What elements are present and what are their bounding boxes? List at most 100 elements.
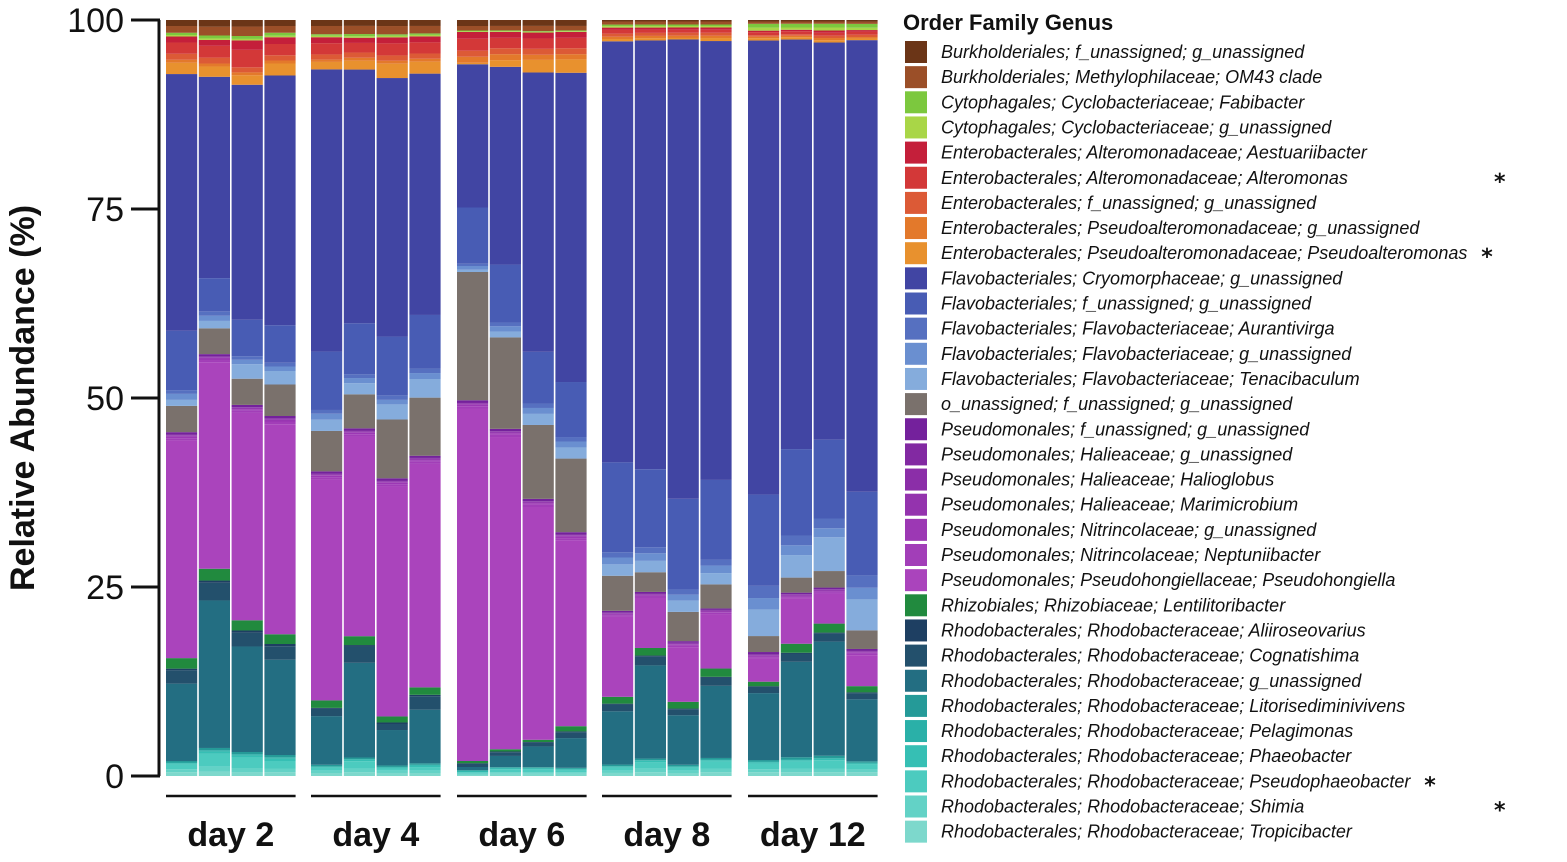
bar-segment: [522, 32, 554, 39]
bar-segment: [846, 599, 878, 631]
bar-segment: [700, 761, 732, 769]
legend-swatch: [905, 468, 927, 491]
bar-segment: [231, 49, 263, 68]
legend-swatch: [905, 91, 927, 114]
legend-swatch: [905, 644, 927, 667]
legend-label: Enterobacterales; f_unassigned; g_unassi…: [941, 193, 1317, 213]
bar-segment: [602, 36, 634, 40]
legend-star-marker: *: [1481, 245, 1493, 270]
bar-segment: [198, 357, 230, 358]
bar-segment: [634, 656, 666, 666]
legend-label: Flavobacteriales; Flavobacteriaceae; Aur…: [941, 319, 1335, 339]
bar-segment: [846, 692, 878, 694]
bar-segment: [748, 681, 780, 687]
bar-segment: [198, 766, 230, 772]
bar-segment: [602, 21, 634, 25]
bar-segment: [264, 371, 296, 385]
bar-segment: [231, 75, 263, 85]
legend-title: Order Family Genus: [903, 10, 1113, 35]
bar-segment: [522, 507, 554, 740]
bar-segment: [700, 757, 732, 760]
bar-segment: [634, 35, 666, 39]
bar-segment: [522, 767, 554, 768]
bar-segment: [813, 20, 845, 22]
bar-segment: [634, 26, 666, 28]
bar-segment: [634, 27, 666, 30]
bar-segment: [522, 48, 554, 55]
bar-segment: [457, 408, 489, 761]
bar-segment: [489, 431, 521, 432]
bar-segment: [634, 560, 666, 573]
bar-segment: [311, 475, 343, 478]
bar-segment: [409, 36, 441, 43]
bar-segment: [343, 57, 375, 61]
bar-segment: [231, 646, 263, 752]
bar-segment: [780, 594, 812, 595]
bar-segment: [376, 404, 408, 420]
bar-segment: [409, 42, 441, 54]
bar-segment: [780, 39, 812, 450]
bar-segment: [376, 20, 408, 27]
bar-segment: [198, 600, 230, 748]
bar-segment: [489, 772, 521, 774]
bar-segment: [198, 747, 230, 751]
bar-segment: [457, 402, 489, 404]
legend-swatch: [905, 619, 927, 642]
bar-segment: [198, 39, 230, 46]
bar-segment: [409, 457, 441, 459]
bar-segment: [813, 591, 845, 593]
bar-segment: [634, 760, 666, 761]
bar-segment: [264, 772, 296, 776]
bar-segment: [813, 27, 845, 31]
legend-swatch: [905, 317, 927, 340]
legend-label: Pseudomonales; Halieaceae; g_unassigned: [941, 444, 1293, 464]
bar-segment: [555, 538, 587, 541]
bar-segment: [780, 535, 812, 546]
bar-segment: [700, 20, 732, 22]
bar-segment: [522, 768, 554, 770]
bar-segment: [264, 325, 296, 363]
bar-segment: [343, 758, 375, 760]
bar-segment: [700, 609, 732, 611]
bar-segment: [198, 328, 230, 355]
bar-segment: [700, 685, 732, 758]
bar-segment: [780, 643, 812, 653]
legend-star-marker: *: [1494, 170, 1506, 195]
bar-segment: [376, 765, 408, 767]
bar-segment: [409, 34, 441, 37]
bar-segment: [813, 571, 845, 588]
bar-segment: [667, 27, 699, 30]
bar-segment: [457, 20, 489, 26]
bar-segment: [311, 413, 343, 420]
bar-segment: [748, 656, 780, 658]
bar-segment: [166, 440, 198, 659]
bar-segment: [489, 337, 521, 429]
bar-segment: [780, 652, 812, 654]
bar-segment: [311, 700, 343, 708]
legend-swatch: [905, 544, 927, 566]
bar-segment: [846, 761, 878, 763]
y-tick-label: 0: [105, 758, 124, 796]
bar-segment: [166, 26, 198, 33]
bar-segment: [198, 38, 230, 40]
bar-segment: [311, 773, 343, 776]
bar-segment: [311, 351, 343, 410]
legend-swatch: [905, 367, 927, 390]
bar-segment: [634, 547, 666, 554]
bar-segment: [522, 739, 554, 743]
bar-segment: [311, 34, 343, 36]
bar-segment: [409, 53, 441, 59]
bar-segment: [166, 432, 198, 435]
bar-segment: [409, 763, 441, 765]
bar-segment: [522, 31, 554, 33]
bar-segment: [700, 614, 732, 669]
bar-segment: [846, 769, 878, 773]
bar-segment: [311, 20, 343, 26]
bar-segment: [780, 31, 812, 35]
bar-segment: [311, 69, 343, 352]
bar-segment: [489, 30, 521, 32]
legend-label: Rhizobiales; Rhizobiaceae; Lentilitoriba…: [941, 595, 1286, 615]
bar-segment: [846, 651, 878, 653]
bar-segment: [343, 772, 375, 776]
bar-segment: [457, 269, 489, 272]
